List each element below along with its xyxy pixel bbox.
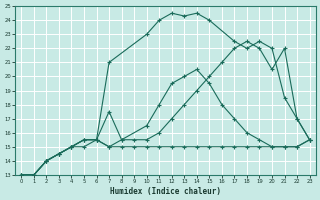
X-axis label: Humidex (Indice chaleur): Humidex (Indice chaleur) (110, 187, 221, 196)
